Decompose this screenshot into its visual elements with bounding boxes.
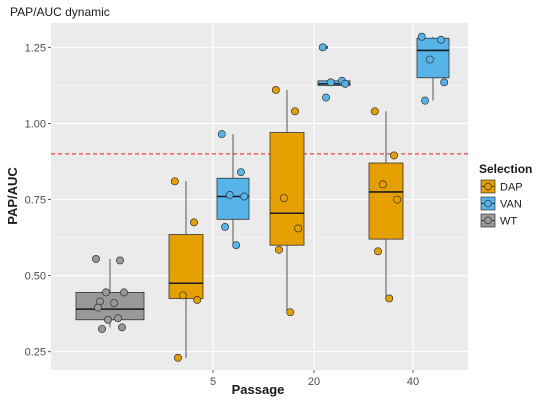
points-van-20: [318, 43, 350, 102]
data-point: [237, 168, 245, 177]
x-tick-label: 40: [407, 376, 419, 388]
legend-key-point: [484, 182, 492, 191]
legend-label: VAN: [500, 199, 522, 211]
data-point: [193, 296, 202, 304]
data-point: [393, 195, 402, 204]
data-point: [178, 291, 187, 300]
legend-label: DAP: [500, 182, 523, 194]
points-wt-0: [92, 254, 128, 333]
legend-item-van: VAN: [480, 196, 522, 211]
data-point: [417, 32, 426, 41]
data-point: [232, 241, 241, 250]
data-point: [425, 55, 434, 64]
data-point: [92, 254, 100, 263]
x-axis: 5 20 40: [210, 370, 419, 388]
chart-title: PAP/AUC dynamic: [10, 5, 110, 19]
data-point: [378, 180, 387, 189]
legend-key-point: [484, 199, 492, 208]
points: [92, 32, 449, 362]
data-point: [225, 191, 234, 199]
data-point: [322, 93, 330, 102]
x-axis-title: Passage: [232, 382, 285, 397]
data-point: [421, 96, 429, 105]
x-tick-label: 20: [308, 376, 320, 388]
data-point: [279, 194, 288, 202]
grid: [51, 23, 468, 370]
data-point: [94, 303, 102, 312]
data-point: [286, 308, 295, 317]
y-tick-label: 0.25: [25, 347, 46, 359]
data-point: [294, 224, 303, 233]
points-dap-5: [170, 177, 202, 362]
box-body: [216, 177, 250, 220]
y-tick-label: 0.50: [25, 271, 46, 283]
legend-item-dap: DAP: [480, 179, 523, 194]
data-point: [104, 315, 112, 324]
data-point: [120, 288, 128, 297]
legend-label: WT: [500, 216, 517, 228]
box-body: [75, 291, 145, 321]
data-point: [341, 79, 350, 88]
data-point: [116, 256, 124, 265]
y-tick-label: 0.75: [25, 195, 46, 207]
points-dap-40: [370, 107, 402, 303]
data-point: [275, 245, 283, 254]
y-tick-label: 1.00: [25, 118, 46, 130]
points-van-5: [217, 130, 249, 250]
data-point: [240, 192, 249, 201]
data-point: [374, 247, 382, 256]
y-axis: 0.25 0.50 0.75 1.00 1.25: [25, 42, 51, 359]
data-point: [102, 288, 110, 297]
box-wt-0: [75, 258, 145, 328]
data-point: [190, 218, 198, 227]
data-point: [437, 35, 445, 44]
data-point: [118, 323, 126, 332]
data-point: [390, 151, 398, 160]
data-point: [217, 130, 226, 139]
legend-title: Selection: [479, 162, 532, 176]
legend-item-wt: WT: [480, 213, 517, 228]
boxes: [75, 36, 450, 358]
data-point: [98, 324, 106, 333]
data-point: [110, 299, 118, 307]
data-point: [326, 78, 335, 87]
x-tick-label: 5: [210, 376, 216, 388]
data-point: [370, 107, 379, 116]
box-body: [168, 234, 204, 299]
y-tick-label: 1.25: [25, 42, 46, 54]
y-axis-title: PAP/AUC: [5, 167, 20, 225]
legend-items: DAP VAN WT: [480, 179, 523, 228]
box-dap-5: [168, 181, 204, 358]
data-point: [291, 107, 299, 116]
data-point: [174, 353, 182, 362]
data-point: [440, 78, 449, 87]
data-point: [385, 294, 394, 303]
legend-key-point: [484, 216, 492, 225]
data-point: [170, 177, 179, 186]
points-van-40: [417, 32, 449, 105]
data-point: [271, 86, 280, 94]
points-dap-20: [271, 86, 303, 317]
data-point: [221, 222, 229, 231]
data-point: [318, 43, 327, 52]
box-van-5: [216, 134, 250, 246]
data-point: [114, 314, 122, 323]
legend: Selection DAP VAN WT: [479, 162, 532, 228]
